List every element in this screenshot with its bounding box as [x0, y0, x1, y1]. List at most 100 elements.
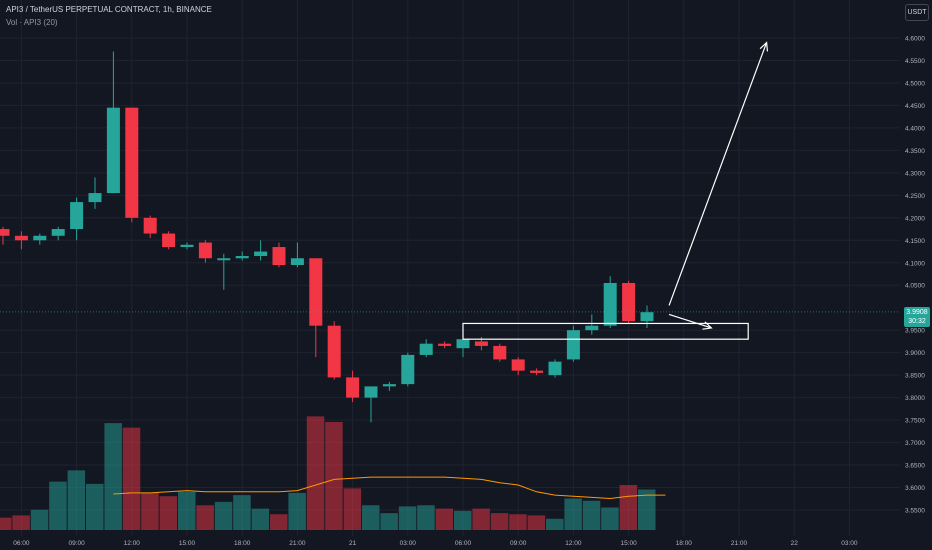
- candle-body: [401, 354, 415, 385]
- candle-body: [70, 202, 84, 230]
- price-tick-label: 3.8500: [905, 373, 925, 380]
- candle-body: [198, 242, 212, 259]
- volume-bar: [122, 427, 141, 530]
- price-tick-label: 3.6500: [905, 463, 925, 470]
- volume-bar: [638, 489, 656, 530]
- candle-body: [33, 235, 47, 241]
- time-tick-label: 21: [349, 540, 357, 547]
- price-tick-label: 3.8000: [905, 395, 925, 402]
- volume-bar: [104, 423, 122, 530]
- candle-body: [456, 339, 470, 349]
- long-arrow: [668, 42, 768, 306]
- candle-body: [51, 229, 65, 236]
- volume-bar: [196, 505, 214, 530]
- volume-bar: [564, 498, 582, 530]
- volume-bar: [214, 501, 233, 530]
- price-tick-label: 4.3500: [905, 148, 925, 155]
- candle-body: [346, 377, 360, 398]
- short-arrow: [668, 313, 712, 329]
- volume-bar: [12, 515, 30, 530]
- price-tick-label: 3.7500: [905, 418, 925, 425]
- volume-ma-line: [113, 476, 666, 500]
- candle-body: [493, 345, 507, 360]
- annotations: [462, 41, 769, 340]
- time-tick-label: 09:00: [68, 540, 85, 547]
- candle-body: [474, 341, 488, 346]
- volume-bar: [398, 506, 417, 530]
- time-tick-label: 12:00: [124, 540, 141, 547]
- volume-bar: [0, 517, 12, 530]
- candles: [0, 51, 900, 423]
- candle-body: [217, 258, 231, 261]
- candle-body: [272, 247, 286, 266]
- price-axis-bg: [900, 0, 932, 550]
- candle-body: [180, 244, 194, 248]
- price-tick-label: 3.9500: [905, 328, 925, 335]
- volume-bar: [601, 507, 619, 530]
- volume-bar: [306, 416, 325, 530]
- candle-body: [327, 325, 341, 378]
- volume-bar: [527, 515, 546, 530]
- time-tick-label: 12:00: [565, 540, 582, 547]
- candle-body: [530, 370, 544, 373]
- volume-bar: [454, 510, 472, 530]
- volume-bar: [325, 422, 343, 530]
- candle-body: [364, 386, 378, 398]
- time-axis: 06:00 09:00 12:00 15:00 18:00 21:00 21 03:00 06:…: [0, 536, 900, 550]
- price-tick-label: 3.5500: [905, 508, 925, 515]
- candle-body: [106, 107, 120, 194]
- volume-bar: [159, 496, 178, 530]
- candle-body: [162, 233, 176, 248]
- candle-body: [14, 235, 28, 241]
- time-tick-label: 21:00: [731, 540, 748, 547]
- candle-body: [290, 258, 304, 266]
- volume-bar: [178, 491, 196, 530]
- time-tick-label: 09:00: [510, 540, 527, 547]
- price-tick-label: 3.9000: [905, 350, 925, 357]
- volume-ma-path: [113, 476, 666, 500]
- chart-grid: [0, 0, 900, 536]
- volume-bar: [472, 508, 490, 530]
- candle-body: [511, 359, 525, 371]
- candle-body: [309, 258, 323, 326]
- candle-body: [585, 325, 599, 331]
- price-tick-label: 4.1000: [905, 260, 925, 267]
- price-tick-label: 4.0500: [905, 283, 925, 290]
- time-tick-label: 15:00: [179, 540, 196, 547]
- volume-bar: [288, 492, 306, 530]
- price-tick-label: 4.1500: [905, 238, 925, 245]
- countdown: 30:32: [908, 318, 926, 325]
- volume-bar: [490, 513, 509, 530]
- price-tick-label: 4.2500: [905, 193, 925, 200]
- volume-bar: [619, 485, 638, 530]
- volume-bar: [343, 488, 362, 530]
- support-box: [462, 322, 749, 340]
- time-tick-label: 22: [791, 540, 799, 547]
- candle-body: [143, 217, 157, 234]
- volume-bar: [380, 513, 398, 530]
- volume-bar: [546, 518, 564, 530]
- price-tick-label: 4.6000: [905, 36, 925, 43]
- price-tick-label: 3.6000: [905, 485, 925, 492]
- price-tick-label: 4.4000: [905, 125, 925, 132]
- volume-bar: [141, 492, 159, 530]
- volume-bar: [582, 500, 601, 530]
- candle-body: [88, 193, 102, 203]
- volume-bar: [435, 508, 454, 530]
- symbol-legend[interactable]: API3 / TetherUS PERPETUAL CONTRACT, 1h, …: [6, 5, 212, 14]
- time-axis-bg: [0, 536, 900, 550]
- volume-bar: [30, 509, 49, 530]
- currency-button[interactable]: USDT: [905, 4, 929, 21]
- long-arrow-head: [759, 41, 769, 52]
- time-tick-label: 15:00: [620, 540, 637, 547]
- price-tick-label: 4.4500: [905, 103, 925, 110]
- volume-bar: [270, 514, 288, 530]
- time-tick-label: 06:00: [13, 540, 30, 547]
- volume-bar: [251, 508, 270, 530]
- price-axis: 4.6000 4.5500 4.5000 4.4500 4.4000 4.3500 4.30…: [900, 0, 932, 550]
- candle-body: [548, 361, 562, 376]
- candle-body: [0, 229, 10, 236]
- volume-legend[interactable]: Vol · API3 (20): [6, 18, 58, 27]
- candle-body: [235, 256, 249, 259]
